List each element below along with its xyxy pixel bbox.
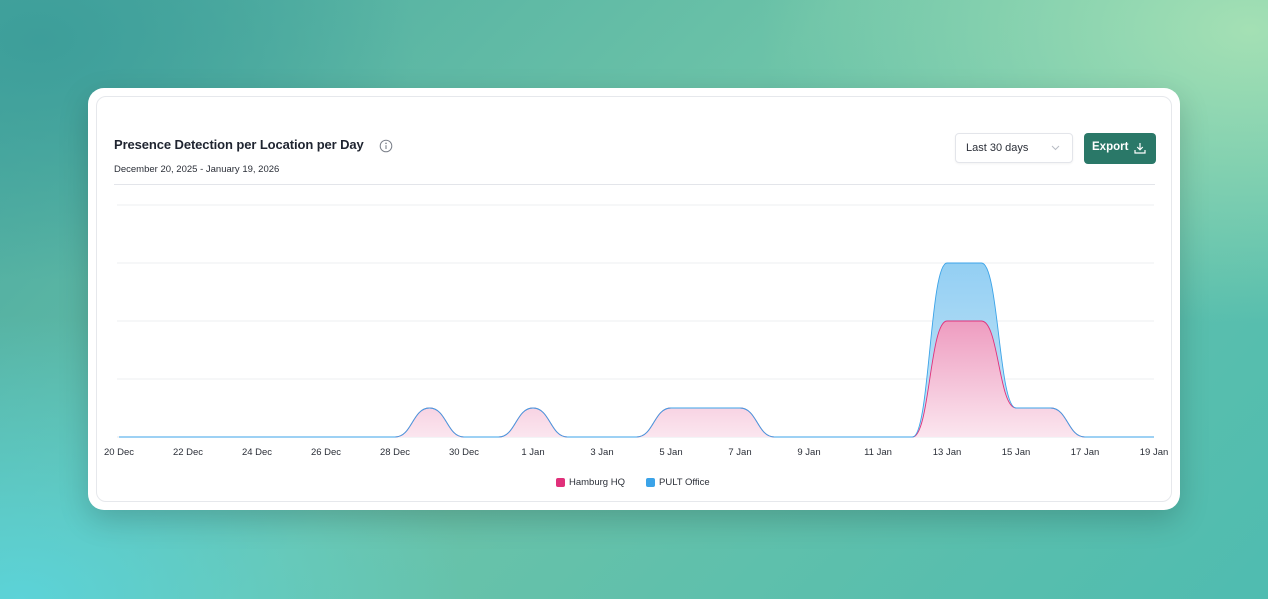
x-tick-label: 24 Dec [242, 447, 272, 458]
x-tick-label: 15 Jan [1002, 447, 1031, 458]
x-tick-label: 22 Dec [173, 447, 203, 458]
x-tick-label: 20 Dec [104, 447, 134, 458]
export-button[interactable]: Export [1084, 133, 1156, 164]
area-hamburg-hq [119, 321, 1154, 437]
x-tick-label: 3 Jan [590, 447, 613, 458]
x-tick-label: 28 Dec [380, 447, 410, 458]
line-pult-office [119, 262, 1154, 438]
header-divider [114, 184, 1155, 185]
x-tick-label: 19 Jan [1140, 447, 1169, 458]
legend-label-pult-office: PULT Office [659, 477, 710, 488]
report-card-container: Presence Detection per Location per Day … [88, 88, 1180, 510]
date-range-select[interactable]: Last 30 days [955, 133, 1073, 163]
info-icon[interactable] [379, 139, 393, 153]
legend-label-hamburg-hq: Hamburg HQ [569, 477, 625, 488]
date-range-subtitle: December 20, 2025 - January 19, 2026 [114, 164, 280, 175]
x-tick-label: 17 Jan [1071, 447, 1100, 458]
x-tick-label: 5 Jan [659, 447, 682, 458]
x-tick-label: 7 Jan [728, 447, 751, 458]
legend-swatch-pult-office [646, 478, 655, 487]
presence-area-chart: 20 Dec 22 Dec 24 Dec 26 Dec 28 Dec 30 Dec 1 Ja… [104, 204, 1169, 458]
x-tick-label: 26 Dec [311, 447, 341, 458]
report-card: Presence Detection per Location per Day … [96, 96, 1172, 502]
date-range-select-value: Last 30 days [966, 142, 1029, 154]
x-tick-label: 9 Jan [797, 447, 820, 458]
export-button-label: Export [1092, 141, 1129, 153]
download-icon [1134, 143, 1146, 154]
chevron-down-icon [1051, 145, 1060, 151]
x-tick-label: 11 Jan [864, 447, 892, 458]
legend-swatch-hamburg-hq [556, 478, 565, 487]
x-tick-label: 1 Jan [521, 447, 544, 458]
x-tick-label: 30 Dec [449, 447, 479, 458]
x-tick-label: 13 Jan [933, 447, 962, 458]
chart-title: Presence Detection per Location per Day [114, 137, 364, 152]
